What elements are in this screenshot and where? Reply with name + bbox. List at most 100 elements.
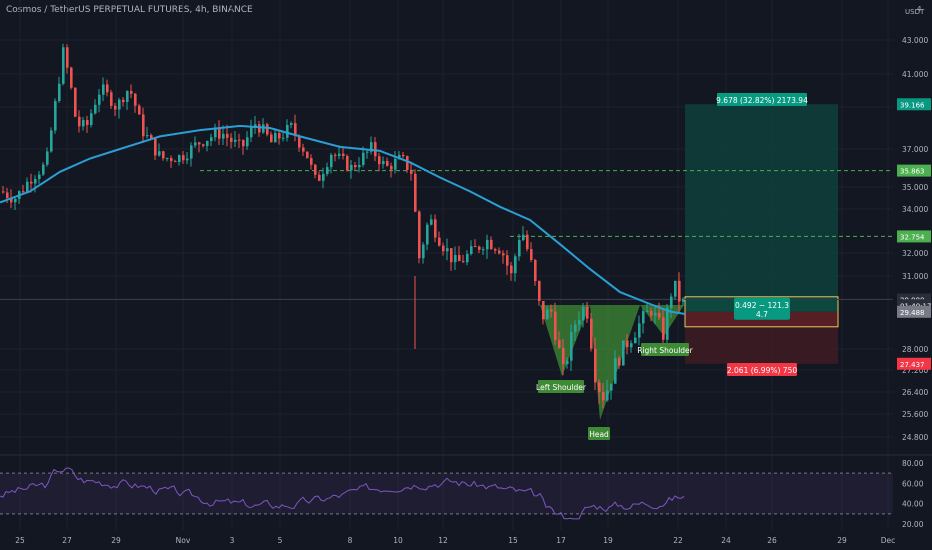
candle-body (646, 311, 649, 313)
annotation-labels: 9.678 (32.82%) 2173.94 2.061 (6.99%) 750 0… (536, 93, 808, 440)
time-tick-label: 12 (438, 536, 448, 545)
candle-body (390, 165, 393, 170)
candle-body (166, 158, 169, 160)
candle-body (670, 296, 673, 308)
price-tag-label: 39.166 (900, 101, 925, 109)
candle-body (338, 153, 341, 156)
price-tick-label: 32.000 (902, 249, 928, 258)
candle-body (494, 249, 497, 251)
candle-body (658, 312, 661, 318)
candle-body (458, 255, 461, 262)
candle-body (118, 99, 121, 110)
candle-body (182, 155, 185, 161)
price-tag (897, 98, 931, 111)
candle-body (498, 250, 501, 254)
time-tick-label: 8 (348, 536, 353, 545)
entry-box (684, 296, 839, 328)
candle-body (50, 130, 53, 152)
price-tick-label: 37.000 (902, 145, 928, 154)
rsi-tick-label: 80.00 (902, 459, 924, 468)
candle-body (422, 244, 425, 259)
candle-body (570, 332, 573, 361)
candle-body (158, 151, 161, 156)
candle-body (586, 306, 589, 319)
candle-body (606, 390, 609, 401)
price-axis[interactable]: 43.00041.00039.00037.00035.00034.00032.0… (897, 5, 931, 529)
candle-body (470, 246, 473, 254)
candle-body (190, 145, 193, 159)
candle-body (38, 174, 41, 179)
candle-body (590, 318, 593, 349)
candle-body (474, 246, 477, 248)
price-tick-label: 26.400 (902, 388, 928, 397)
candle-body (198, 142, 201, 145)
candle-body (86, 120, 89, 125)
candle-body (610, 383, 613, 391)
candle-body (334, 154, 337, 156)
candle-body (66, 47, 69, 68)
candle-body (486, 239, 489, 250)
price-tag-label: 29.488 (900, 309, 925, 317)
candle-body (506, 255, 509, 266)
price-tag-label: 27.437 (900, 361, 925, 369)
left-shoulder-label-bg (538, 380, 584, 393)
time-tick-label: 15 (508, 536, 518, 545)
left-shoulder-label: Left Shoulder (536, 383, 587, 392)
rsi-tick-label: 40.00 (902, 500, 924, 509)
position-zones[interactable] (684, 104, 839, 364)
candle-body (226, 133, 229, 138)
head-label: Head (589, 430, 609, 439)
candle-body (310, 158, 313, 165)
candle-body (186, 158, 189, 161)
candle-body (22, 191, 25, 193)
candle-body (254, 124, 257, 128)
rsi-tick-label: 60.00 (902, 479, 924, 488)
rsi-tick-label: 20.00 (902, 520, 924, 529)
time-tick-label: 24 (721, 536, 731, 545)
candle-body (206, 140, 209, 146)
candle-body (402, 154, 405, 156)
time-axis[interactable]: 25 27 29 Nov 3 5 8 10 12 15 17 19 22 24 26 29 Dec (15, 536, 895, 545)
candle-body (394, 158, 397, 170)
price-tick-label: 41.000 (902, 70, 928, 79)
candle-body (510, 265, 513, 274)
stop-label: 2.061 (6.99%) 750 (727, 366, 797, 375)
candle-body (298, 135, 301, 148)
price-tick-label: 43.000 (902, 36, 928, 45)
candle-body (538, 281, 541, 302)
candle-body (346, 155, 349, 171)
candle-body (318, 174, 321, 181)
candle-body (518, 240, 521, 257)
candle-body (522, 234, 525, 241)
candle-body (306, 151, 309, 159)
candle-body (418, 211, 421, 259)
rsi-pane (0, 467, 893, 520)
candle-body (126, 90, 129, 103)
candle-body (558, 339, 561, 348)
time-tick-label: Dec (881, 536, 896, 545)
candle-body (154, 138, 157, 156)
candle-body (314, 164, 317, 175)
candles (2, 43, 685, 409)
candle-body (330, 154, 333, 168)
candle-body (534, 259, 537, 282)
candle-body (246, 137, 249, 147)
candle-body (514, 256, 517, 274)
candle-body (138, 105, 141, 115)
candle-body (234, 139, 237, 142)
price-tick-label: 28.000 (902, 345, 928, 354)
candle-body (2, 191, 5, 193)
candle-body (94, 104, 97, 114)
candle-body (638, 323, 641, 338)
candle-body (342, 153, 345, 156)
candle-body (102, 84, 105, 95)
candle-body (10, 197, 13, 203)
candle-body (210, 137, 213, 141)
candle-body (490, 239, 493, 250)
candle-body (426, 224, 429, 245)
candle-body (294, 123, 297, 136)
candle-body (466, 253, 469, 263)
candle-body (526, 234, 529, 250)
candle-body (282, 137, 285, 139)
